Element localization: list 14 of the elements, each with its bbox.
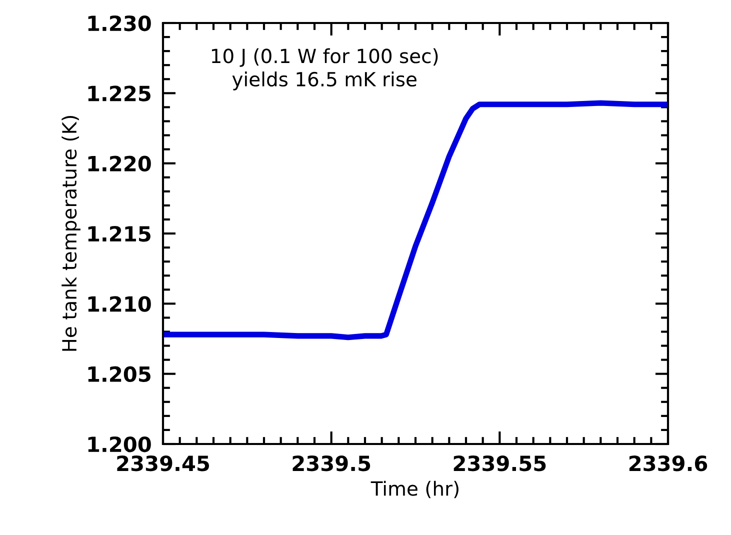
x-tick-label: 2339.5 [292, 455, 370, 472]
x-axis-title: Time (hr) [370, 480, 458, 498]
x-tick-label: 2339.55 [454, 455, 546, 472]
annotation: 10 J (0.1 W for 100 sec) yields 16.5 mK rise [212, 48, 438, 90]
y-tick-label: 1.230 [88, 15, 151, 32]
y-axis-title: He tank temperature (K) [62, 116, 80, 351]
y-tick-label: 1.210 [88, 296, 151, 312]
y-tick-label: 1.220 [88, 156, 151, 172]
x-tick-label: 2339.6 [629, 455, 708, 472]
y-tick-label: 1.215 [88, 226, 150, 242]
x-tick-label: 2339.45 [117, 455, 209, 472]
y-tick-label: 1.225 [88, 86, 150, 102]
y-tick-label: 1.205 [88, 366, 150, 382]
y-tick-label: 1.200 [88, 436, 151, 452]
